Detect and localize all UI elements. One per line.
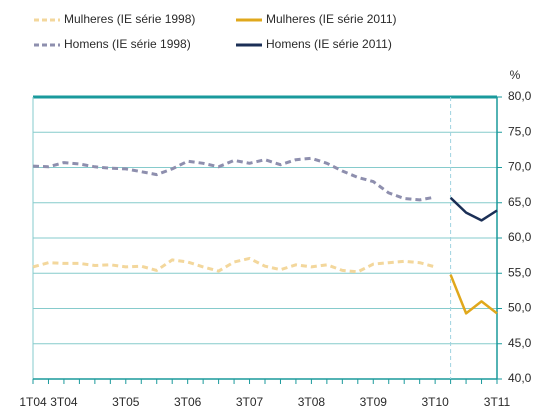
y-tick-label: 75,0 <box>508 124 532 138</box>
line-series <box>449 274 498 315</box>
y-tick-label: 80,0 <box>508 89 532 103</box>
y-tick-label: 65,0 <box>508 195 532 209</box>
y-tick-label: 55,0 <box>508 265 532 279</box>
legend-label: Homens (IE série 2011) <box>266 37 392 51</box>
line-series <box>32 156 436 202</box>
x-tick-label: 3T10 <box>421 395 449 409</box>
line-series <box>449 196 498 222</box>
x-tick-label: 3T11 <box>484 395 511 409</box>
x-tick-label: 3T08 <box>298 395 326 409</box>
y-unit: % <box>510 68 521 82</box>
y-tick-label: 60,0 <box>508 230 532 244</box>
x-tick-label: 3T06 <box>174 395 202 409</box>
x-tick-label: 3T09 <box>360 395 388 409</box>
y-tick-label: 40,0 <box>508 371 532 385</box>
y-tick-label: 70,0 <box>508 160 532 174</box>
legend-label: Mulheres (IE série 1998) <box>64 12 195 26</box>
y-tick-label: 45,0 <box>508 336 532 350</box>
x-tick-label: 3T07 <box>236 395 264 409</box>
legend-label: Homens (IE série 1998) <box>64 37 191 51</box>
x-tick-label: 3T04 <box>50 395 78 409</box>
legend-label: Mulheres (IE série 2011) <box>266 12 397 26</box>
x-tick-label: 3T05 <box>112 395 140 409</box>
line-series <box>32 256 436 274</box>
x-tick-label: 1T04 <box>19 395 47 409</box>
y-tick-label: 50,0 <box>508 301 532 315</box>
